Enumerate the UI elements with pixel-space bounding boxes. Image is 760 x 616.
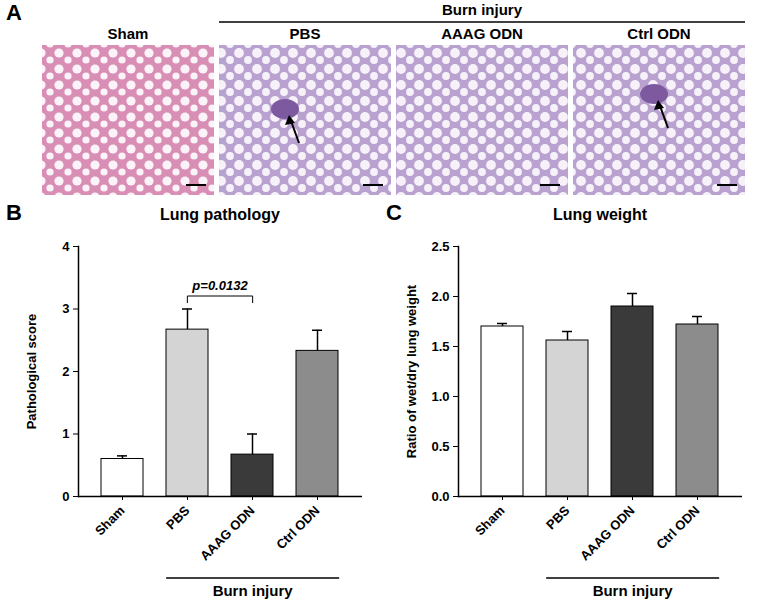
svg-text:2.5: 2.5 — [431, 239, 449, 254]
html-text:B: B — [6, 200, 22, 225]
svg-text:PBS: PBS — [290, 25, 321, 42]
svg-text:PBS: PBS — [543, 503, 573, 533]
svg-text:p=0.0132: p=0.0132 — [191, 278, 248, 293]
svg-text:1.0: 1.0 — [431, 389, 449, 404]
svg-text:4: 4 — [62, 239, 70, 254]
svg-text:0.5: 0.5 — [431, 439, 449, 454]
svg-text:Burn injury: Burn injury — [213, 582, 294, 599]
svg-text:2.0: 2.0 — [431, 289, 449, 304]
svg-text:AAAG ODN: AAAG ODN — [441, 25, 523, 42]
svg-text:Ctrl ODN: Ctrl ODN — [653, 503, 702, 552]
svg-text:Burn injury: Burn injury — [442, 1, 523, 18]
svg-text:Sham: Sham — [472, 503, 508, 539]
html-text:Lung weight: Lung weight — [552, 206, 648, 223]
svg-text:0: 0 — [62, 489, 69, 504]
svg-text:Sham: Sham — [92, 503, 128, 539]
svg-text:Ctrl ODN: Ctrl ODN — [273, 503, 322, 552]
html-text:C: C — [386, 200, 402, 225]
svg-text:Pathological score: Pathological score — [24, 314, 39, 430]
svg-text:AAAG ODN: AAAG ODN — [197, 503, 258, 564]
svg-text:AAAG ODN: AAAG ODN — [577, 503, 638, 564]
svg-text:3: 3 — [62, 301, 69, 316]
html-text:Lung pathology: Lung pathology — [160, 206, 280, 223]
svg-text:Burn injury: Burn injury — [593, 582, 674, 599]
svg-text:2: 2 — [62, 364, 69, 379]
svg-text:1: 1 — [62, 426, 69, 441]
svg-text:0.0: 0.0 — [431, 489, 449, 504]
svg-text:Ratio of wet/dry lung weight: Ratio of wet/dry lung weight — [404, 284, 419, 458]
svg-text:A: A — [6, 0, 22, 25]
svg-text:Sham: Sham — [108, 25, 149, 42]
svg-text:1.5: 1.5 — [431, 339, 449, 354]
svg-text:Ctrl ODN: Ctrl ODN — [627, 25, 690, 42]
svg-text:PBS: PBS — [163, 503, 193, 533]
